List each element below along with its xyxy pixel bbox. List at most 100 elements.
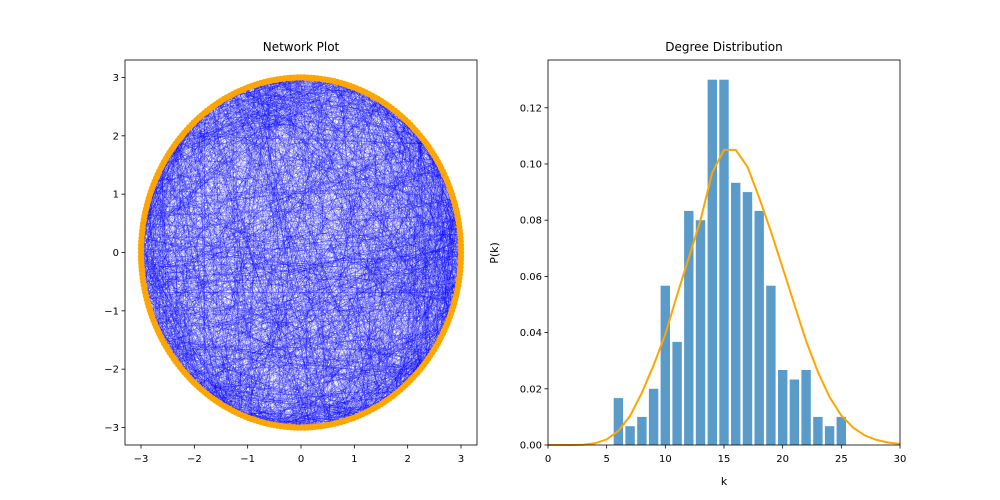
network-edge (223, 84, 255, 406)
network-edge (191, 124, 427, 362)
network-edge (209, 79, 328, 109)
network-edge (148, 198, 172, 356)
degree-bar (684, 210, 694, 445)
network-edge (428, 146, 453, 311)
network-edge (254, 366, 423, 421)
network-edge (400, 149, 431, 390)
network-edge (206, 110, 396, 395)
network-edge (248, 87, 252, 419)
network-plot-title: Network Plot (263, 40, 340, 54)
network-edge (350, 86, 370, 411)
network-edge (146, 215, 458, 300)
network-edge (148, 306, 427, 362)
network-edge (359, 219, 459, 416)
degree-bar (766, 285, 776, 445)
network-edge (300, 326, 446, 428)
network-edge (270, 80, 458, 217)
network-edge (307, 77, 440, 341)
network-edge (173, 85, 351, 147)
network-edge (163, 161, 390, 399)
network-edge (261, 82, 423, 367)
network-edge (177, 205, 456, 365)
network-edge (245, 88, 452, 314)
network-edge (209, 108, 420, 136)
degree-bar (707, 79, 717, 445)
network-edge (248, 77, 302, 418)
network-edge (235, 92, 240, 414)
network-edge (154, 117, 200, 324)
network-edge (242, 89, 401, 116)
network-y-tick-label: 0 (113, 248, 119, 259)
network-edge (417, 132, 427, 362)
network-edge (196, 119, 461, 235)
network-edge (290, 77, 462, 260)
network-edge (324, 79, 457, 210)
network-edge (142, 83, 345, 279)
network-edge (175, 230, 460, 362)
network-edge (141, 219, 459, 271)
network-x-tick-label: −2 (187, 454, 202, 465)
degree-y-tick-label: 0.10 (520, 159, 542, 170)
network-edge (238, 91, 354, 418)
network-edge (193, 122, 420, 136)
network-edge (173, 78, 282, 359)
degree-bar (648, 388, 659, 445)
network-edge (201, 102, 384, 116)
network-edge (145, 212, 459, 224)
network-edge (218, 88, 357, 103)
network-edge (189, 127, 456, 206)
network-edge (280, 78, 440, 341)
network-edge (248, 281, 459, 418)
network-edge (257, 263, 461, 422)
network-edge (150, 313, 240, 414)
degree-bar (754, 210, 764, 445)
network-edge (184, 132, 409, 383)
network-edge (163, 87, 249, 344)
network-edge (177, 140, 452, 314)
degree-bar (695, 220, 706, 445)
network-nodes (137, 74, 465, 431)
network-edge (238, 413, 325, 426)
network-edge (215, 102, 219, 401)
network-edge (141, 237, 461, 264)
network-edge (307, 77, 312, 428)
degree-bar (742, 192, 753, 445)
network-edge (148, 77, 308, 199)
network-edge (143, 256, 462, 282)
network-edge (142, 100, 382, 228)
network-edge (149, 146, 429, 196)
network-edges (140, 77, 462, 428)
network-edge (353, 87, 398, 392)
network-edge (226, 407, 345, 422)
network-edge (274, 79, 396, 395)
network-edge (238, 79, 325, 414)
network-edge (374, 97, 460, 227)
network-edge (141, 259, 429, 359)
network-edge (141, 237, 452, 314)
network-edge (146, 149, 172, 300)
network-edge (145, 292, 216, 401)
network-edge (277, 84, 348, 426)
network-edge (162, 164, 265, 423)
network-edge (141, 237, 348, 421)
network-edge (144, 124, 411, 290)
network-edge (140, 234, 461, 253)
network-edge (171, 149, 195, 383)
network-edge (241, 99, 379, 416)
network-edge (154, 181, 192, 381)
network-edge (223, 252, 462, 407)
network-edge (141, 234, 255, 421)
network-edge (146, 102, 384, 300)
network-edge (280, 124, 411, 427)
network-edge (154, 161, 438, 324)
degree-bar (789, 379, 800, 445)
network-x-tick-label: −1 (240, 454, 255, 465)
network-edge (314, 396, 393, 428)
network-edge (167, 155, 332, 425)
degree-y-axis-label: P(k) (488, 242, 501, 264)
network-edge (392, 108, 439, 344)
network-y-tick-label: 3 (113, 73, 119, 84)
network-y-tick-label: 1 (113, 190, 119, 201)
network-edge (397, 113, 458, 217)
